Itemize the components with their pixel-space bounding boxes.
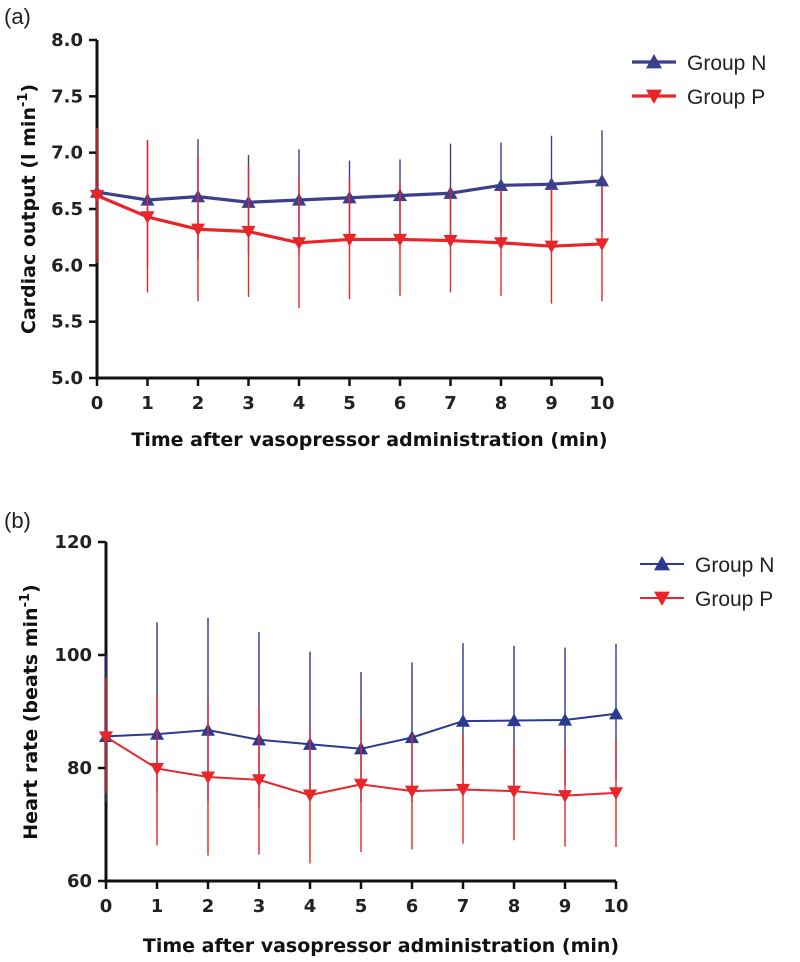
x-tick-label: 10	[589, 393, 614, 414]
x-tick-label: 7	[444, 393, 457, 414]
y-tick-label: 80	[67, 758, 92, 779]
data-point	[191, 223, 205, 237]
legend-marker	[654, 556, 670, 571]
x-axis-title: Time after vasopressor administration (m…	[131, 429, 607, 451]
x-tick-label: 2	[192, 393, 205, 414]
y-tick-label: 6.5	[51, 199, 83, 220]
y-tick-label: 8.0	[51, 30, 83, 51]
legend-entry-group-n: Group N	[632, 52, 766, 75]
y-axis-title-superscript: -1	[16, 93, 31, 107]
x-tick-label: 0	[91, 393, 104, 414]
data-point	[252, 774, 266, 787]
x-tick-label: 5	[343, 393, 356, 414]
panel-label: (b)	[4, 508, 31, 533]
data-point	[456, 714, 470, 727]
x-tick-label: 7	[457, 896, 470, 917]
data-point	[544, 240, 559, 254]
data-point	[494, 237, 508, 250]
x-tick-label: 6	[406, 896, 419, 917]
legend-label: Group P	[695, 588, 773, 611]
data-point	[609, 787, 623, 800]
x-tick-label: 1	[141, 393, 154, 414]
legend-label: Group N	[695, 554, 774, 577]
data-point	[609, 706, 623, 720]
data-point	[393, 233, 407, 247]
x-tick-label: 4	[304, 896, 317, 917]
x-tick-label: 9	[545, 393, 558, 414]
y-tick-label: 5.0	[51, 368, 83, 389]
data-point	[342, 233, 357, 247]
x-tick-label: 8	[495, 393, 508, 414]
x-tick-label: 9	[559, 896, 572, 917]
y-axis-title-main: Cardiac output (l min	[18, 107, 40, 334]
data-point	[292, 237, 306, 250]
legend-entry-group-p: Group P	[640, 588, 773, 611]
data-point	[595, 238, 609, 251]
legend-label: Group N	[687, 52, 766, 75]
data-point	[558, 712, 572, 726]
x-tick-label: 5	[355, 896, 368, 917]
legend-entry-group-n: Group N	[640, 554, 774, 577]
data-point	[507, 713, 521, 727]
data-point	[443, 234, 458, 248]
x-tick-label: 3	[242, 393, 255, 414]
data-point	[494, 178, 508, 191]
y-tick-label: 7.5	[51, 86, 83, 107]
series-group-p	[90, 127, 609, 309]
x-tick-label: 6	[394, 393, 407, 414]
data-point	[507, 785, 521, 799]
y-tick-label: 60	[67, 871, 92, 892]
y-axis-title-superscript: -1	[18, 593, 33, 607]
panel-label: (a)	[4, 4, 31, 29]
x-axis-title: Time after vasopressor administration (m…	[143, 935, 619, 957]
data-point	[90, 189, 104, 203]
legend-marker	[646, 54, 662, 69]
data-point	[595, 173, 609, 187]
y-axis-title-end: )	[20, 584, 42, 593]
y-tick-label: 7.0	[51, 143, 83, 164]
data-point	[241, 225, 256, 239]
x-tick-label: 10	[603, 896, 628, 917]
legend-entry-group-p: Group P	[632, 86, 765, 109]
data-point	[544, 177, 559, 190]
y-tick-label: 5.5	[51, 312, 83, 333]
series-group-p	[99, 677, 623, 864]
y-tick-label: 100	[54, 645, 92, 666]
x-tick-label: 0	[100, 896, 113, 917]
data-point	[303, 789, 317, 803]
data-point	[405, 785, 419, 799]
y-axis-title-end: )	[18, 84, 40, 93]
y-axis-title: Cardiac output (l min-1)	[16, 84, 40, 334]
data-point	[99, 731, 113, 744]
y-axis-title-main: Heart rate (beats min	[20, 607, 42, 839]
legend-label: Group P	[687, 86, 765, 109]
data-point	[150, 762, 164, 776]
data-point	[354, 778, 368, 792]
x-tick-label: 3	[253, 896, 266, 917]
x-tick-label: 2	[202, 896, 215, 917]
data-point	[558, 790, 572, 803]
chart-panel-b: (b) 60 80 100 120 0 1 2 3 4 5 6 7 8 9 10 Time after vaso…	[4, 508, 774, 957]
y-axis-title: Heart rate (beats min-1)	[18, 584, 42, 839]
chart-panel-a: (a) 5.0 5.5 6.0 6.5 7.0 7.5 8.0 0 1 2 3 4 5 6 7 8 9 10 Time…	[4, 4, 766, 451]
x-tick-label: 4	[293, 393, 306, 414]
legend-marker	[654, 591, 670, 606]
x-tick-label: 8	[508, 896, 521, 917]
y-tick-label: 6.0	[51, 255, 83, 276]
data-point	[201, 771, 215, 785]
data-point	[140, 211, 155, 224]
data-point	[456, 783, 470, 797]
legend-marker	[646, 89, 662, 104]
y-tick-label: 120	[54, 532, 92, 553]
x-tick-label: 1	[151, 896, 164, 917]
